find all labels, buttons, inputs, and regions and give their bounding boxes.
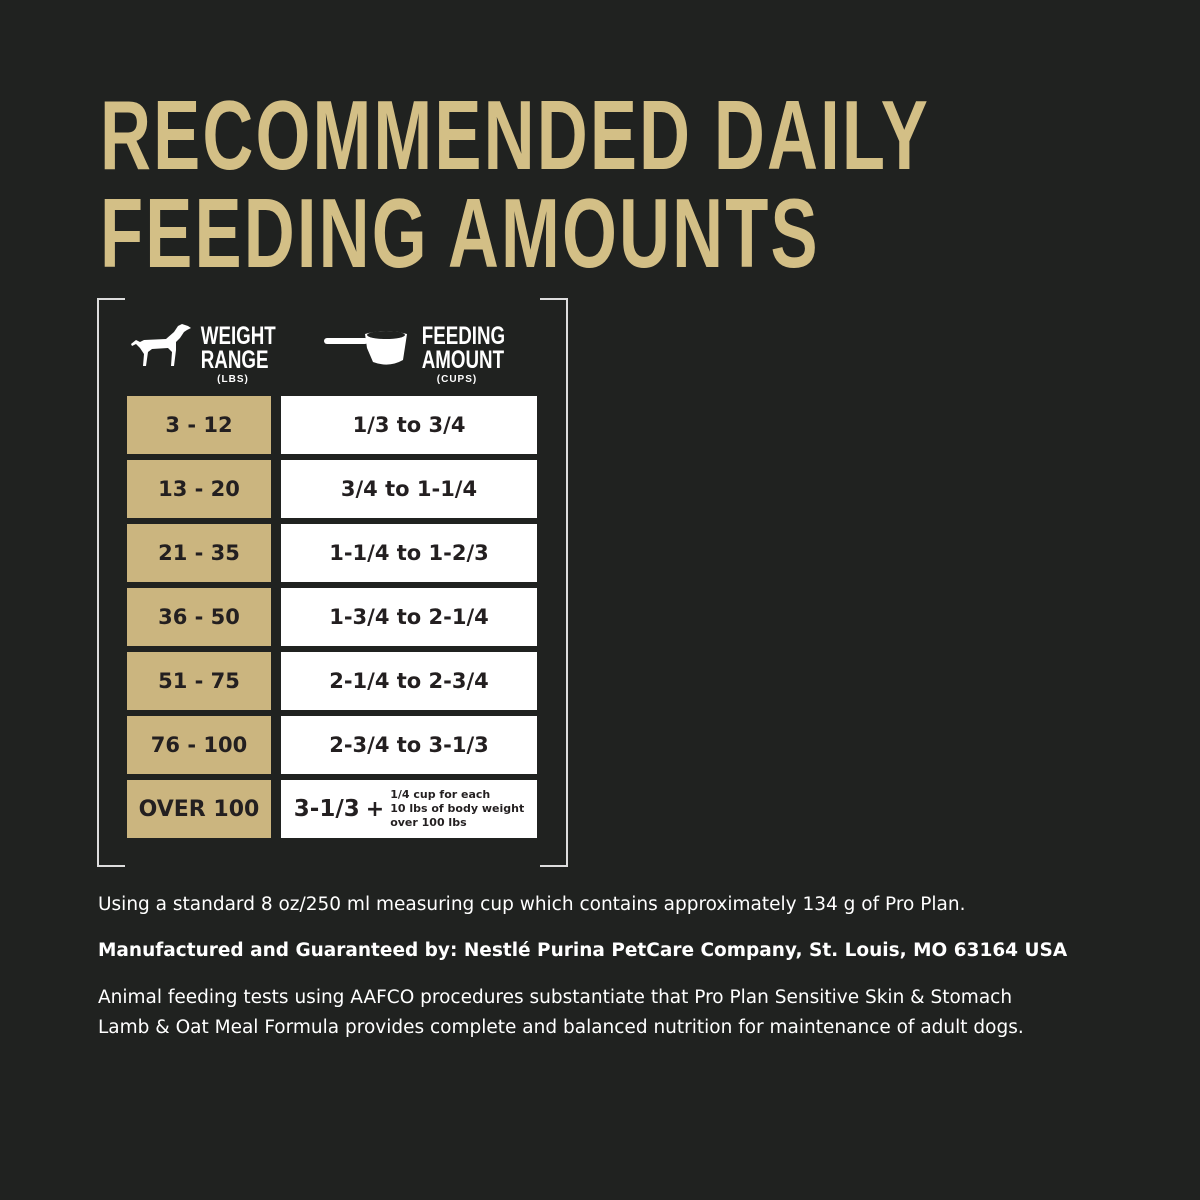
weight-cell: 76 - 100 xyxy=(127,716,271,774)
feeding-amount-header: FEEDING AMOUNT (CUPS) xyxy=(421,322,506,386)
page-title: RECOMMENDED DAILY FEEDING AMOUNTS xyxy=(100,80,930,288)
amount-cell: 1/3 to 3/4 xyxy=(281,396,537,454)
amount-cell: 1-3/4 to 2-1/4 xyxy=(281,588,537,646)
weight-cell: 3 - 12 xyxy=(127,396,271,454)
weight-range-header: WEIGHT RANGE (LBS) xyxy=(200,322,276,386)
left-bracket xyxy=(97,298,125,867)
aafco-statement: Animal feeding tests using AAFCO procedu… xyxy=(98,987,1024,1038)
amount-cell: 3-1/3 + 1/4 cup for each 10 lbs of body … xyxy=(281,780,537,838)
amount-note: 1/4 cup for each 10 lbs of body weight o… xyxy=(390,788,525,829)
weight-cell: OVER 100 xyxy=(127,780,271,838)
weight-cell: 13 - 20 xyxy=(127,460,271,518)
amount-cell: 2-3/4 to 3-1/3 xyxy=(281,716,537,774)
dog-icon xyxy=(131,324,191,366)
amount-cell: 1-1/4 to 1-2/3 xyxy=(281,524,537,582)
right-bracket xyxy=(540,298,568,867)
amount-cell: 2-1/4 to 2-3/4 xyxy=(281,652,537,710)
measuring-cup-icon xyxy=(324,331,407,365)
amount-cell: 3/4 to 1-1/4 xyxy=(281,460,537,518)
manufacturer-note: Manufactured and Guaranteed by: Nestlé P… xyxy=(98,940,1068,961)
weight-cell: 36 - 50 xyxy=(127,588,271,646)
weight-cell: 21 - 35 xyxy=(127,524,271,582)
weight-cell: 51 - 75 xyxy=(127,652,271,710)
cup-note: Using a standard 8 oz/250 ml measuring c… xyxy=(98,894,966,915)
